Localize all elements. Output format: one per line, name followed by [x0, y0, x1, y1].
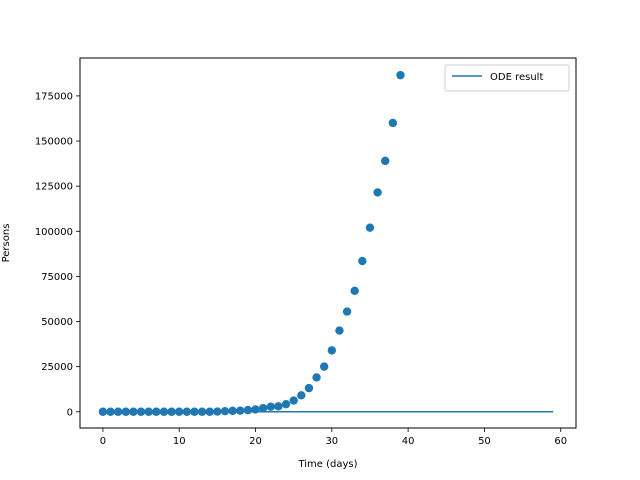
scatter-point: [396, 70, 405, 80]
x-tick-label: 0: [100, 436, 106, 447]
x-tick-label: 40: [402, 436, 415, 447]
scatter-point: [258, 403, 268, 413]
y-tick-label: 125000: [35, 182, 73, 193]
scatter-point: [129, 407, 138, 416]
x-tick-label: 60: [554, 436, 567, 447]
scatter-point: [220, 407, 230, 416]
scatter-point: [213, 407, 222, 416]
legend-entry-ode-result: ODE result: [490, 72, 543, 83]
plot-layer: [98, 70, 554, 416]
y-tick-label: 75000: [41, 272, 73, 283]
scatter-point: [335, 326, 344, 335]
scatter-point: [98, 407, 108, 416]
y-tick-label: 50000: [41, 317, 73, 328]
scatter-point: [152, 407, 161, 416]
x-axis-label: Time (days): [297, 459, 357, 470]
scatter-point: [136, 407, 146, 416]
scatter-point: [182, 407, 192, 416]
scatter-point: [144, 407, 153, 416]
scatter-point: [388, 118, 398, 128]
x-tick-label: 10: [173, 436, 186, 447]
scatter-point: [365, 223, 375, 232]
scatter-point: [167, 407, 176, 416]
y-tick-label: 175000: [35, 91, 73, 102]
scatter-point: [342, 307, 352, 316]
scatter-point: [121, 407, 130, 416]
scatter-point: [381, 156, 390, 166]
scatter-point: [266, 402, 275, 411]
scatter-point: [297, 391, 306, 400]
scatter-point: [373, 188, 382, 197]
x-tick-label: 50: [478, 436, 491, 447]
x-tick-label: 20: [249, 436, 262, 447]
scatter-point: [327, 346, 337, 355]
y-axis-label: Persons: [1, 224, 12, 263]
scatter-point: [159, 407, 169, 416]
scatter-point: [304, 383, 314, 393]
scatter-point: [281, 399, 291, 409]
y-tick-label: 100000: [35, 227, 73, 238]
scatter-point: [197, 407, 207, 416]
scatter-point: [236, 406, 245, 415]
scatter-point: [113, 407, 123, 416]
scatter-point: [205, 407, 214, 416]
y-tick-label: 0: [67, 407, 73, 418]
scatter-point: [312, 373, 321, 382]
scatter-point: [228, 406, 237, 416]
x-ticks: 0 10 20 30 40 50 60: [100, 428, 567, 447]
legend-box: [444, 64, 570, 92]
y-ticks: 0 25000 50000 75000 100000 125000 150000 175000: [35, 91, 80, 418]
scatter-point: [319, 362, 329, 371]
scatter-point: [190, 407, 199, 416]
scatter-point: [289, 396, 298, 405]
x-tick-label: 30: [325, 436, 338, 447]
scatter-point: [274, 402, 283, 411]
scatter-point: [243, 405, 253, 415]
scatter-point: [106, 407, 115, 416]
scatter-point: [175, 407, 184, 416]
scatter-point: [350, 286, 359, 296]
y-tick-label: 150000: [35, 137, 73, 148]
scatter-point: [251, 405, 260, 414]
axes-frame: [79, 57, 577, 429]
y-tick-label: 25000: [41, 362, 73, 373]
scatter-point: [358, 256, 367, 266]
legend: ODE result: [444, 64, 570, 92]
